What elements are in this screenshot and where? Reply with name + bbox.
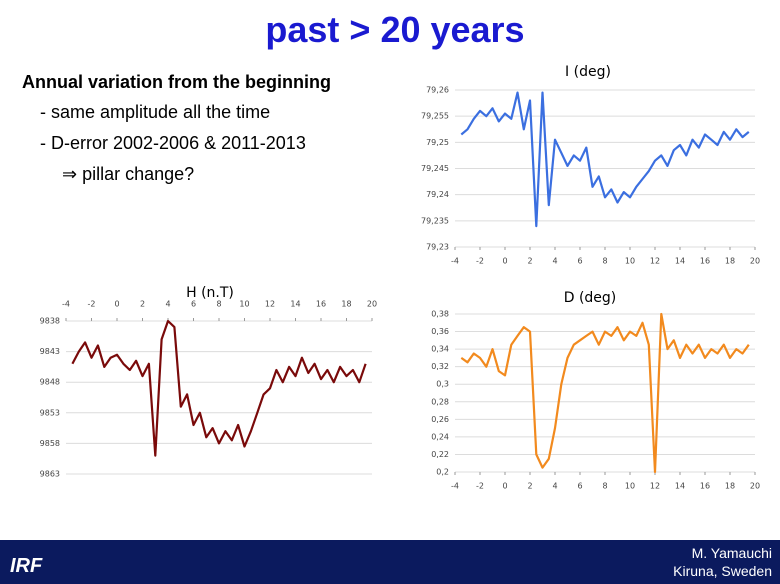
y-tick-label: 79,235	[421, 216, 449, 225]
x-tick-label: 6	[577, 257, 582, 266]
y-tick-label: 0,32	[431, 362, 449, 371]
y-tick-label: 0,22	[431, 450, 449, 459]
logo: IRF	[10, 555, 43, 577]
x-tick-label: 2	[140, 300, 145, 309]
x-tick-label: 4	[552, 257, 557, 266]
x-tick-label: 0	[502, 257, 507, 266]
x-tick-label: 20	[750, 482, 760, 491]
y-tick-label: 0,38	[431, 310, 449, 319]
x-tick-label: 12	[650, 257, 660, 266]
location: Kiruna, Sweden	[673, 563, 772, 579]
y-tick-label: 0,2	[436, 468, 449, 477]
bullet: - D-error 2002-2006 & 2011-2013	[40, 133, 306, 153]
bullet: - same amplitude all the time	[40, 102, 270, 122]
x-tick-label: -2	[476, 482, 484, 491]
x-tick-label: -2	[88, 300, 96, 309]
x-tick-label: 18	[341, 300, 351, 309]
chart-title: I (deg)	[565, 64, 611, 80]
y-tick-label: 0,3	[436, 380, 449, 389]
x-tick-label: -4	[451, 482, 459, 491]
data-line	[71, 319, 367, 457]
x-tick-label: -2	[476, 257, 484, 266]
bullet: ⇒ pillar change?	[62, 164, 194, 184]
y-tick-label: 0,28	[431, 397, 449, 406]
y-tick-label: 9863	[40, 470, 60, 479]
x-tick-label: 8	[602, 257, 607, 266]
y-tick-label: 9838	[40, 317, 60, 326]
y-tick-label: 0,26	[431, 415, 449, 424]
footer-bar	[0, 540, 780, 584]
x-tick-label: 10	[625, 482, 635, 491]
y-tick-label: 0,24	[431, 432, 449, 441]
y-tick-label: 79,23	[426, 243, 449, 252]
x-tick-label: 4	[552, 482, 557, 491]
y-tick-label: 79,255	[421, 112, 449, 121]
x-tick-label: 12	[650, 482, 660, 491]
x-tick-label: 16	[700, 482, 710, 491]
x-tick-label: 8	[602, 482, 607, 491]
y-tick-label: 0,36	[431, 327, 449, 336]
x-tick-label: 2	[527, 257, 532, 266]
x-tick-label: -4	[451, 257, 459, 266]
x-tick-label: 14	[675, 482, 685, 491]
chart-title: D (deg)	[564, 290, 617, 306]
y-tick-label: 9858	[40, 439, 60, 448]
x-tick-label: 18	[725, 482, 735, 491]
y-tick-label: 9853	[40, 408, 60, 417]
y-tick-label: 79,24	[426, 190, 449, 199]
y-tick-label: 0,34	[431, 345, 449, 354]
y-tick-label: 79,26	[426, 86, 449, 95]
slide-title: past > 20 years	[265, 9, 524, 50]
y-tick-label: 79,25	[426, 138, 449, 147]
x-tick-label: 0	[502, 482, 507, 491]
x-tick-label: 8	[216, 300, 221, 309]
x-tick-label: 6	[191, 300, 196, 309]
y-tick-label: 79,245	[421, 164, 449, 173]
y-tick-label: 9843	[40, 347, 60, 356]
author: M. Yamauchi	[692, 545, 772, 561]
x-tick-label: 10	[625, 257, 635, 266]
chart-title: H (n.T)	[186, 285, 234, 301]
y-tick-label: 9848	[40, 378, 60, 387]
x-tick-label: 14	[675, 257, 685, 266]
x-tick-label: -4	[62, 300, 70, 309]
x-tick-label: 14	[290, 300, 300, 309]
x-tick-label: 6	[577, 482, 582, 491]
x-tick-label: 20	[750, 257, 760, 266]
x-tick-label: 2	[527, 482, 532, 491]
data-line	[460, 312, 750, 474]
x-tick-label: 16	[700, 257, 710, 266]
x-tick-label: 4	[165, 300, 170, 309]
x-tick-label: 18	[725, 257, 735, 266]
x-tick-label: 20	[367, 300, 377, 309]
data-line	[460, 91, 750, 228]
x-tick-label: 10	[239, 300, 249, 309]
x-tick-label: 12	[265, 300, 275, 309]
x-tick-label: 16	[316, 300, 326, 309]
intro: Annual variation from the beginning	[22, 72, 331, 92]
x-tick-label: 0	[114, 300, 119, 309]
